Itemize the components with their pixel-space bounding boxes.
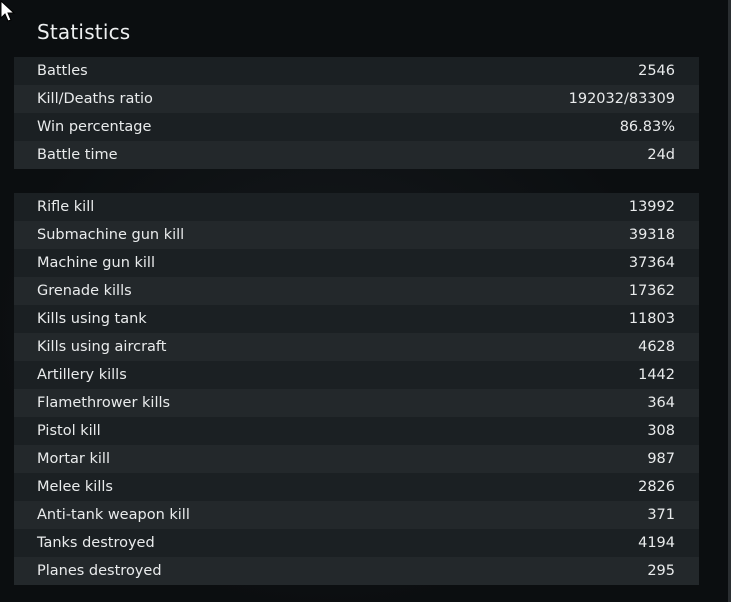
summary-stats-table: Battles 2546 Kill/Deaths ratio 192032/83… <box>14 57 699 169</box>
stat-value: 192032/83309 <box>568 91 675 107</box>
stat-value: 86.83% <box>619 119 675 135</box>
stat-label: Pistol kill <box>37 423 101 439</box>
stat-value: 4194 <box>638 535 675 551</box>
stat-row-flamethrower-kills: Flamethrower kills 364 <box>14 389 699 417</box>
stat-value: 11803 <box>628 311 675 327</box>
stat-row-battle-time: Battle time 24d <box>14 141 699 169</box>
stat-value: 2546 <box>638 63 675 79</box>
weapon-stats-table: Rifle kill 13992 Submachine gun kill 393… <box>14 193 699 585</box>
stat-label: Rifle kill <box>37 199 95 215</box>
stat-row-artillery-kills: Artillery kills 1442 <box>14 361 699 389</box>
stat-label: Kills using aircraft <box>37 339 167 355</box>
stat-value: 295 <box>647 563 675 579</box>
stat-value: 17362 <box>628 283 675 299</box>
stat-label: Flamethrower kills <box>37 395 171 411</box>
stat-label: Battle time <box>37 147 118 163</box>
mouse-cursor-icon <box>0 0 16 22</box>
stat-label: Melee kills <box>37 479 113 495</box>
stat-label: Win percentage <box>37 119 152 135</box>
stat-row-rifle-kill: Rifle kill 13992 <box>14 193 699 221</box>
stat-value: 2826 <box>638 479 675 495</box>
stat-label: Anti-tank weapon kill <box>37 507 190 523</box>
page-title: Statistics <box>37 20 131 44</box>
stat-label: Artillery kills <box>37 367 127 383</box>
stat-value: 4628 <box>638 339 675 355</box>
stat-value: 37364 <box>628 255 675 271</box>
stat-value: 308 <box>647 423 675 439</box>
stat-row-kills-using-aircraft: Kills using aircraft 4628 <box>14 333 699 361</box>
right-edge-divider <box>728 0 731 602</box>
stat-row-win-percentage: Win percentage 86.83% <box>14 113 699 141</box>
stat-label: Grenade kills <box>37 283 132 299</box>
stat-label: Kill/Deaths ratio <box>37 91 153 107</box>
stat-value: 987 <box>647 451 675 467</box>
stat-value: 371 <box>647 507 675 523</box>
stat-row-kills-using-tank: Kills using tank 11803 <box>14 305 699 333</box>
stat-value: 1442 <box>638 367 675 383</box>
stat-row-battles: Battles 2546 <box>14 57 699 85</box>
stat-label: Machine gun kill <box>37 255 155 271</box>
stat-value: 24d <box>647 147 675 163</box>
stat-row-melee-kills: Melee kills 2826 <box>14 473 699 501</box>
stat-row-machine-gun-kill: Machine gun kill 37364 <box>14 249 699 277</box>
stat-row-anti-tank-weapon-kill: Anti-tank weapon kill 371 <box>14 501 699 529</box>
stat-label: Planes destroyed <box>37 563 162 579</box>
stat-row-mortar-kill: Mortar kill 987 <box>14 445 699 473</box>
stat-row-planes-destroyed: Planes destroyed 295 <box>14 557 699 585</box>
stat-row-grenade-kills: Grenade kills 17362 <box>14 277 699 305</box>
stat-row-kill-deaths-ratio: Kill/Deaths ratio 192032/83309 <box>14 85 699 113</box>
stat-label: Kills using tank <box>37 311 147 327</box>
stat-label: Submachine gun kill <box>37 227 185 243</box>
stat-label: Battles <box>37 63 88 79</box>
stat-value: 13992 <box>628 199 675 215</box>
stat-row-tanks-destroyed: Tanks destroyed 4194 <box>14 529 699 557</box>
stat-label: Mortar kill <box>37 451 110 467</box>
stat-label: Tanks destroyed <box>37 535 155 551</box>
stat-row-submachine-gun-kill: Submachine gun kill 39318 <box>14 221 699 249</box>
stat-row-pistol-kill: Pistol kill 308 <box>14 417 699 445</box>
stat-value: 364 <box>647 395 675 411</box>
stat-value: 39318 <box>628 227 675 243</box>
